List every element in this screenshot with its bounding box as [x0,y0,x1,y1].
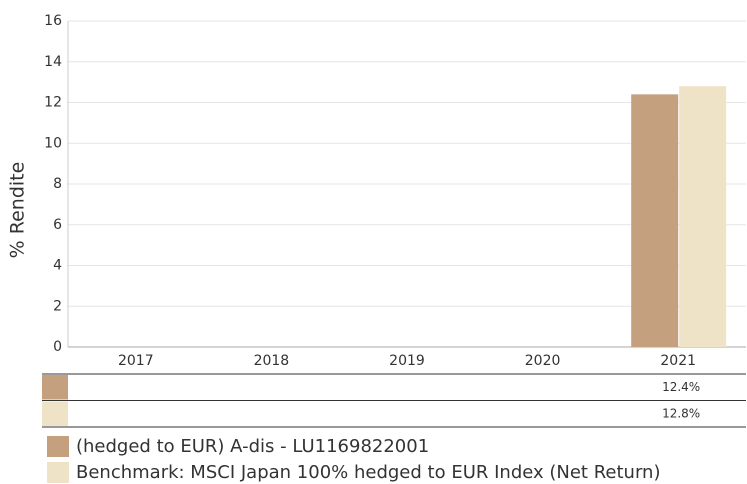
table-swatch [42,375,68,400]
table-swatch [42,401,68,426]
y-tick-label: 6 [53,217,62,233]
y-tick-label: 4 [53,258,62,274]
table-value: 12.8% [662,406,700,420]
y-tick-label: 10 [44,135,62,151]
x-tick-label: 2018 [254,353,290,369]
x-tick-label: 2020 [525,353,561,369]
y-tick-label: 12 [44,95,62,111]
x-tick-label: 2017 [118,353,154,369]
y-tick-label: 16 [44,13,62,29]
y-tick-label: 8 [53,176,62,192]
legend-swatch [47,436,69,457]
bar [679,86,727,347]
y-tick-label: 0 [53,339,62,355]
bar [631,94,679,347]
legend-label: (hedged to EUR) A-dis - LU1169822001 [76,436,429,457]
x-tick-label: 2021 [660,353,696,369]
y-tick-label: 14 [44,54,62,70]
y-tick-label: 2 [53,298,62,314]
table-value: 12.4% [662,380,700,394]
x-tick-label: 2019 [389,353,425,369]
legend-label: Benchmark: MSCI Japan 100% hedged to EUR… [76,462,660,483]
y-axis-label: % Rendite [7,162,29,259]
legend-swatch [47,462,69,483]
